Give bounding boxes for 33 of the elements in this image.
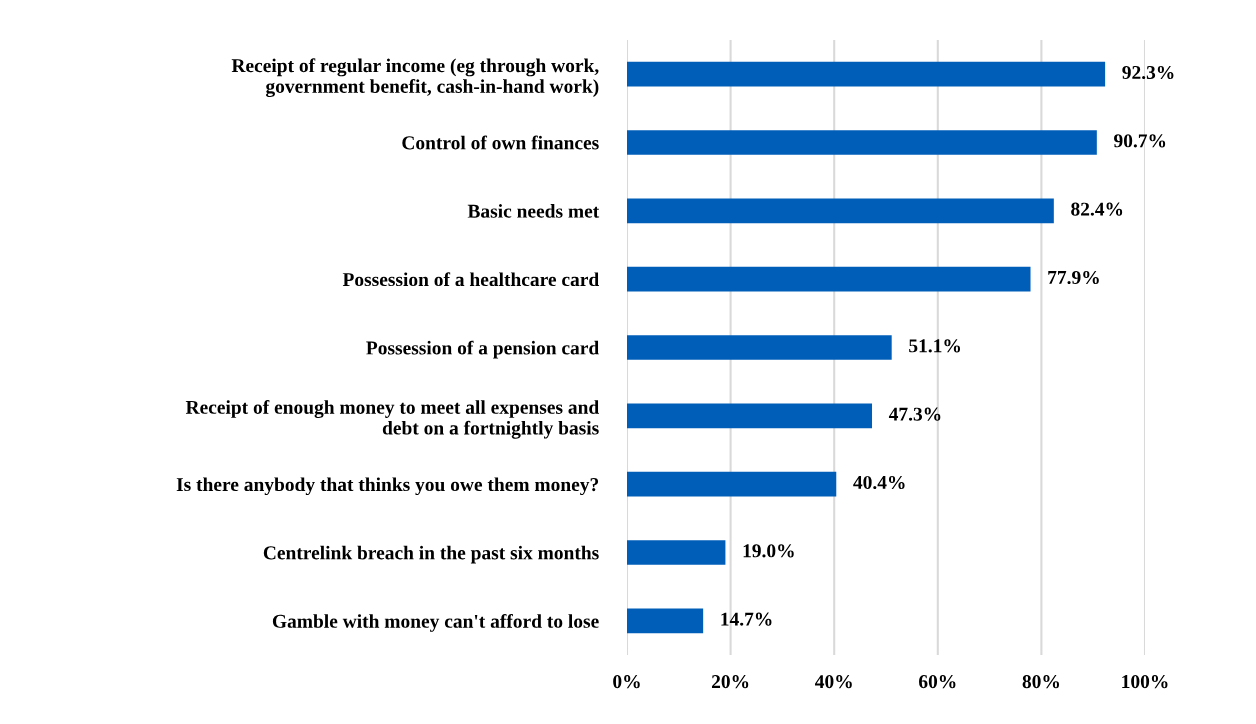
y-tick-label: Is there anybody that thinks you owe them money? xyxy=(176,477,599,496)
x-tick-label: 40% xyxy=(815,675,852,689)
bar xyxy=(627,198,1054,224)
data-label: 90.7% xyxy=(1114,134,1166,148)
data-label: 92.3% xyxy=(1122,65,1174,80)
x-tick-label: 20% xyxy=(711,675,749,689)
x-tick-label: 0% xyxy=(613,675,640,689)
y-tick-label: Gamble with money can't afford to lose xyxy=(272,613,599,632)
x-tick-label: 60% xyxy=(919,675,956,689)
data-label: 14.7% xyxy=(721,612,772,626)
bar xyxy=(627,335,892,360)
data-label: 77.9% xyxy=(1048,270,1099,285)
bar xyxy=(627,61,1106,87)
y-tick-label: Possession of a pension card xyxy=(366,340,599,359)
x-tick-label: 80% xyxy=(1022,675,1060,689)
bar xyxy=(627,540,726,565)
data-label: 19.0% xyxy=(743,544,794,558)
data-label: 40.4% xyxy=(853,475,905,490)
data-label: 82.4% xyxy=(1071,202,1123,216)
y-tick-label: Centrelink breach in the past six months xyxy=(263,545,599,564)
y-tick-label: Receipt of regular income (eg through work, government benefit, cash-in-hand work) xyxy=(231,58,599,98)
y-tick-label: Basic needs met xyxy=(467,204,600,218)
bar xyxy=(627,130,1097,155)
data-label: 47.3% xyxy=(888,407,941,421)
data-label: 51.1% xyxy=(909,339,961,353)
bar xyxy=(627,608,704,634)
bar xyxy=(627,403,873,429)
y-tick-label: Control of own finances xyxy=(402,135,599,150)
bar xyxy=(627,471,837,497)
x-tick-label: 100% xyxy=(1122,675,1168,689)
y-tick-label: Receipt of enough money to meet all expenses and debt on a fortnightly basis xyxy=(185,400,600,439)
bar xyxy=(627,266,1031,292)
y-tick-label: Possession of a healthcare card xyxy=(342,272,599,287)
